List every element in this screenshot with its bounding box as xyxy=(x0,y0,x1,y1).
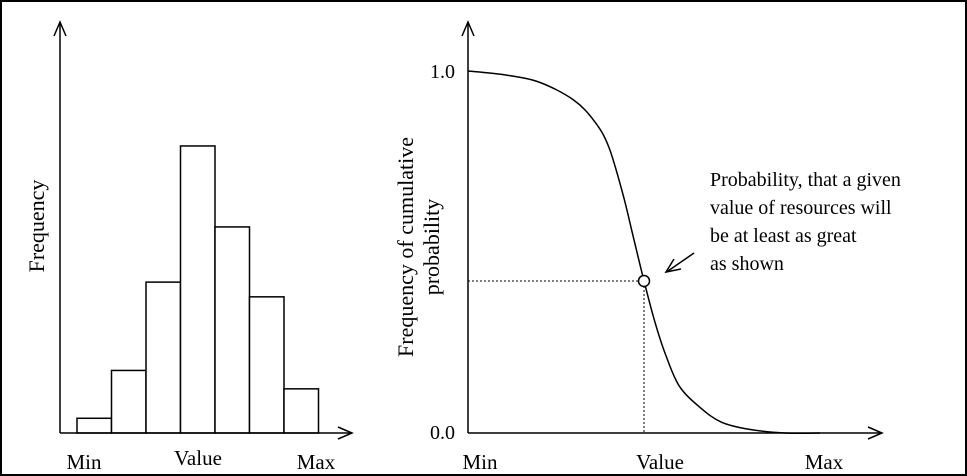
histogram-bar xyxy=(110,369,147,434)
annotation-line-4: as shown xyxy=(710,253,784,275)
annotation-arrow-line xyxy=(667,252,695,272)
annotation-arrowhead xyxy=(664,258,682,274)
annotation-line-3: be at least as great xyxy=(710,225,857,247)
left-x-tick-max: Max xyxy=(297,450,336,474)
right-y-axis-label-line2: probability xyxy=(419,199,444,296)
annotation-line-1: Probability, that a given xyxy=(710,169,901,191)
left-x-tick-value: Value xyxy=(174,446,222,470)
right-x-tick-min: Min xyxy=(462,450,498,474)
left-y-axis-label: Frequency xyxy=(24,180,49,273)
histogram-bar xyxy=(145,281,182,434)
histogram-bar xyxy=(248,296,285,434)
right-y-axis-arrow xyxy=(461,20,475,37)
histogram-bar xyxy=(179,145,216,434)
right-y-tick-0: 0.0 xyxy=(430,422,455,444)
histogram-chart: Frequency Min Value Max xyxy=(24,20,354,474)
highlight-point xyxy=(637,274,651,288)
cumulative-probability-chart: Frequency of cumulative probability 1.0 … xyxy=(393,20,901,474)
left-y-axis-arrow xyxy=(53,20,67,37)
histogram-bar xyxy=(76,417,113,434)
highlight-guides xyxy=(468,280,645,433)
histogram-bars xyxy=(76,145,320,434)
right-x-axis-arrow xyxy=(867,426,884,440)
right-y-tick-1: 1.0 xyxy=(430,61,455,83)
left-x-axis-arrow xyxy=(337,426,354,440)
annotation-line-2: value of resources will xyxy=(710,197,892,219)
right-x-tick-value: Value xyxy=(636,450,684,474)
histogram-bar xyxy=(283,388,320,434)
left-x-tick-min: Min xyxy=(66,450,102,474)
right-x-tick-max: Max xyxy=(805,450,844,474)
right-y-axis-label-line1: Frequency of cumulative xyxy=(393,137,418,357)
histogram-bar xyxy=(214,226,251,434)
